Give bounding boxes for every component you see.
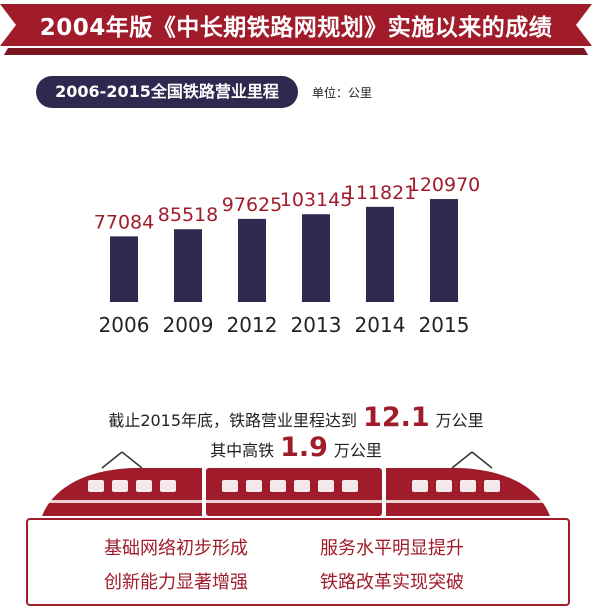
chart-subtitle: 2006-2015全国铁路营业里程 xyxy=(36,76,298,108)
bar xyxy=(366,206,394,302)
data-label: 120970 xyxy=(408,174,481,196)
achievement-item: 服务水平明显提升 xyxy=(320,538,464,559)
bar-chart: 77084 2006 85518 2009 97625 2012 103145 2013 111… xyxy=(94,174,481,337)
data-label: 85518 xyxy=(158,204,218,226)
achievement-item: 铁路改革实现突破 xyxy=(320,572,464,593)
summary-high-speed-length: 1.9 xyxy=(280,432,328,463)
unit-label: 单位：公里 xyxy=(312,86,373,100)
x-tick-label: 2013 xyxy=(291,313,342,337)
summary-line-1-unit: 万公里 xyxy=(435,411,484,430)
x-tick-label: 2009 xyxy=(163,313,214,337)
bar xyxy=(174,229,202,302)
summary-line-2-prefix: 其中高铁 xyxy=(210,441,275,460)
summary-line-2: 其中高铁 1.9 万公里 xyxy=(0,432,592,463)
summary-line-2-unit: 万公里 xyxy=(333,441,382,460)
achievement-item: 创新能力显著增强 xyxy=(104,572,248,593)
data-label: 103145 xyxy=(280,189,353,211)
data-label: 111821 xyxy=(344,182,417,204)
x-tick-label: 2012 xyxy=(227,313,278,337)
title-banner xyxy=(0,4,592,55)
bar xyxy=(238,218,266,302)
bar xyxy=(110,236,138,302)
summary-line-1: 截止2015年底，铁路营业里程达到 12.1 万公里 xyxy=(0,402,592,433)
x-tick-label: 2015 xyxy=(419,313,470,337)
data-label: 97625 xyxy=(222,194,282,216)
train-illustration xyxy=(42,451,550,516)
achievement-item: 基础网络初步形成 xyxy=(104,538,248,559)
achievements-panel: 基础网络初步形成 服务水平明显提升 创新能力显著增强 铁路改革实现突破 xyxy=(26,518,570,606)
bar xyxy=(302,214,330,302)
bar xyxy=(430,199,458,302)
summary-total-length: 12.1 xyxy=(363,402,430,433)
data-label: 77084 xyxy=(94,211,154,233)
x-tick-label: 2006 xyxy=(99,313,150,337)
x-tick-label: 2014 xyxy=(355,313,406,337)
summary-line-1-prefix: 截止2015年底，铁路营业里程达到 xyxy=(108,411,358,430)
page-title: 2004年版《中长期铁路网规划》实施以来的成绩 xyxy=(39,15,553,41)
